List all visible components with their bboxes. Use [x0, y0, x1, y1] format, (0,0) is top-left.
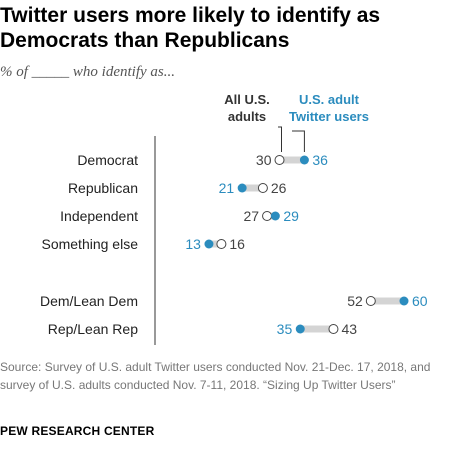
- twitter-dot: [299, 155, 309, 165]
- legend-adults-label: adults: [228, 109, 266, 124]
- twitter-value-label: 60: [412, 293, 428, 309]
- adults-dot: [257, 183, 268, 193]
- legend-twitter-label: U.S. adult: [299, 92, 360, 107]
- adults-dot: [216, 239, 227, 249]
- twitter-value-label: 29: [283, 208, 299, 224]
- twitter-value-label: 21: [219, 180, 235, 196]
- legend-adults-leader: [278, 126, 282, 152]
- adults-value-label: 16: [229, 236, 245, 252]
- chart-title: Twitter users more likely to identify as…: [0, 4, 381, 52]
- twitter-value-label: 36: [312, 152, 328, 168]
- legend-adults-label: All U.S.: [224, 92, 270, 107]
- dot-plot: All U.S. adults U.S. adult Twitter users Dem…: [40, 92, 428, 345]
- category-label: Something else: [41, 236, 138, 252]
- adults-value-label: 52: [347, 293, 363, 309]
- category-label: Republican: [68, 180, 138, 196]
- twitter-dot: [399, 296, 409, 306]
- twitter-value-label: 13: [185, 236, 201, 252]
- adults-value-label: 26: [271, 180, 287, 196]
- twitter-dot: [295, 324, 305, 334]
- adults-dot: [365, 296, 376, 306]
- legend-twitter-label: Twitter users: [289, 109, 369, 124]
- organization-label: PEW RESEARCH CENTER: [0, 424, 155, 438]
- adults-value-label: 43: [341, 321, 357, 337]
- category-label: Democrat: [77, 152, 138, 168]
- twitter-value-label: 35: [277, 321, 293, 337]
- adults-value-label: 27: [243, 208, 259, 224]
- adults-dot: [274, 155, 285, 165]
- adults-value-label: 30: [256, 152, 272, 168]
- twitter-dot: [204, 239, 214, 249]
- category-label: Dem/Lean Dem: [40, 293, 138, 309]
- twitter-dot: [237, 183, 247, 193]
- category-label: Independent: [60, 208, 138, 224]
- source-note: Source: Survey of U.S. adult Twitter use…: [0, 360, 431, 392]
- category-label: Rep/Lean Rep: [48, 321, 139, 337]
- legend-twitter-leader: [292, 130, 305, 152]
- twitter-dot: [270, 211, 280, 221]
- chart-subtitle: % of _____ who identify as...: [0, 64, 175, 80]
- adults-dot: [262, 211, 273, 221]
- adults-dot: [328, 324, 339, 334]
